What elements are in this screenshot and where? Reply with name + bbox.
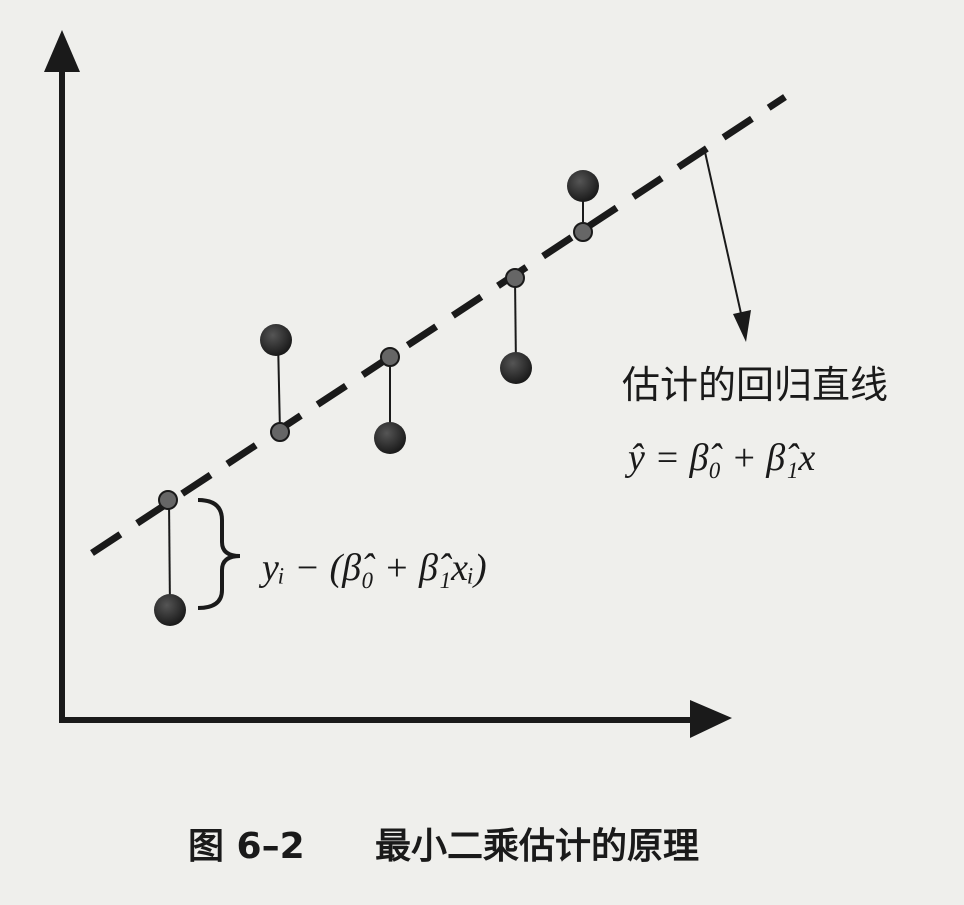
pointer-line (704, 151, 743, 319)
fitted-points (158, 222, 593, 510)
fitted-point (505, 268, 525, 288)
observed-point (374, 422, 406, 454)
residual (168, 499, 171, 611)
line-label: 估计的回归直线 (622, 363, 888, 407)
x-axis-arrow (690, 700, 732, 738)
observed-point (500, 352, 532, 384)
residual-formula: yᵢ − (β̂₀ + β̂₁xᵢ) (258, 547, 487, 589)
fitted-point (158, 490, 178, 510)
fitted-point (270, 422, 290, 442)
line-equation: ŷ = β̂₀ + β̂₁x (624, 437, 815, 479)
brace (197, 498, 241, 610)
observed-points (154, 170, 599, 626)
fitted-point (573, 222, 593, 242)
regression-line (90, 94, 787, 556)
y-axis-arrow (44, 30, 80, 72)
pointer-arrowhead (733, 310, 751, 342)
observed-point (260, 324, 292, 356)
observed-point (154, 594, 186, 626)
observed-point (567, 170, 599, 202)
fitted-point (380, 347, 400, 367)
caption-number: 图 6–2 (188, 826, 305, 867)
caption-title: 最小二乘估计的原理 (375, 826, 699, 867)
